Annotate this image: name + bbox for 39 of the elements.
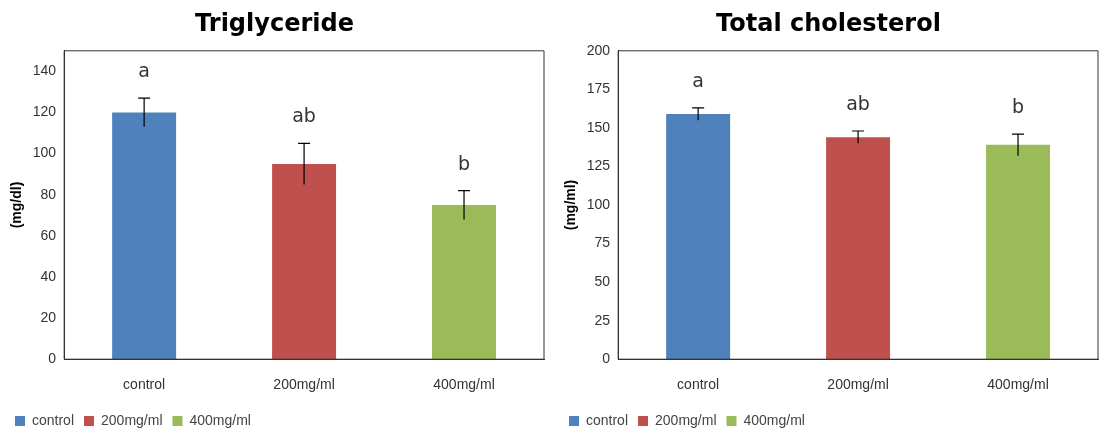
x-tick-label: 400mg/ml (987, 376, 1049, 393)
y-tick-label: 75 (594, 234, 611, 251)
annotation: ab (292, 104, 316, 127)
annotation: a (692, 68, 704, 91)
y-tick-label: 125 (586, 157, 611, 174)
legend-label: 200mg/ml (655, 411, 717, 428)
annotation: a (138, 59, 150, 82)
legend-label: control (32, 411, 75, 428)
y-tick-label: 0 (602, 350, 611, 367)
y-tick-label: 80 (40, 185, 57, 202)
y-tick-label: 140 (32, 62, 57, 79)
legend-label: control (586, 411, 629, 428)
x-tick-label: control (123, 376, 166, 393)
annotation: b (1012, 95, 1025, 118)
y-tick-label: 40 (40, 267, 57, 284)
y-axis-title: (mg/dl) (8, 181, 25, 229)
x-tick-label: 200mg/ml (273, 376, 335, 393)
y-tick-label: 100 (32, 144, 57, 161)
x-tick-label: 400mg/ml (433, 376, 495, 393)
y-tick-label: 25 (594, 311, 611, 328)
y-tick-label: 60 (40, 226, 57, 243)
y-tick-label: 20 (40, 308, 57, 325)
legend-label: 400mg/ml (743, 411, 805, 428)
chart-title: Triglyceride (195, 8, 354, 37)
y-tick-label: 50 (594, 272, 611, 289)
y-tick-label: 200 (586, 41, 611, 58)
x-tick-label: 200mg/ml (827, 376, 889, 393)
y-tick-label: 150 (586, 118, 611, 135)
annotation: ab (846, 91, 870, 114)
x-tick-label: control (677, 376, 720, 393)
y-axis-title: (mg/ml) (562, 179, 579, 231)
legend-label: 200mg/ml (101, 411, 163, 428)
y-tick-label: 100 (586, 195, 611, 212)
legend-label: 400mg/ml (189, 411, 251, 428)
y-tick-label: 120 (32, 103, 57, 120)
annotation: b (458, 151, 471, 174)
y-tick-label: 175 (586, 80, 611, 97)
chart-title: Total cholesterol (716, 8, 941, 37)
y-tick-label: 0 (48, 350, 57, 367)
